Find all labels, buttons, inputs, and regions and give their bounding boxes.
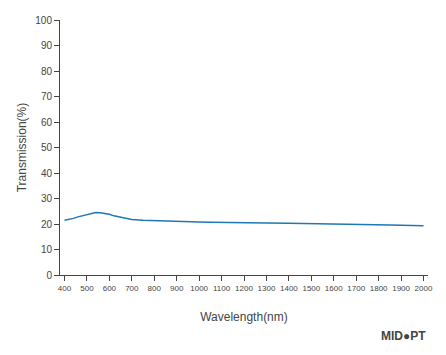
svg-text:1000: 1000 — [190, 284, 208, 293]
svg-text:90: 90 — [41, 40, 53, 51]
svg-text:80: 80 — [41, 66, 53, 77]
svg-text:30: 30 — [41, 193, 53, 204]
svg-text:900: 900 — [170, 284, 184, 293]
svg-text:1800: 1800 — [370, 284, 388, 293]
svg-text:1200: 1200 — [235, 284, 253, 293]
svg-text:Transmission(%): Transmission(%) — [15, 103, 29, 193]
svg-text:1100: 1100 — [213, 284, 231, 293]
svg-text:500: 500 — [80, 284, 94, 293]
svg-text:1900: 1900 — [392, 284, 410, 293]
svg-text:1400: 1400 — [280, 284, 298, 293]
svg-text:MID●PT: MID●PT — [381, 329, 426, 343]
svg-text:70: 70 — [41, 91, 53, 102]
svg-text:10: 10 — [41, 244, 53, 255]
svg-text:100: 100 — [35, 15, 52, 26]
svg-text:1500: 1500 — [302, 284, 320, 293]
svg-text:800: 800 — [148, 284, 162, 293]
svg-text:50: 50 — [41, 142, 53, 153]
svg-text:400: 400 — [58, 284, 72, 293]
svg-text:1300: 1300 — [258, 284, 276, 293]
svg-text:600: 600 — [103, 284, 117, 293]
svg-text:0: 0 — [46, 270, 52, 281]
svg-text:40: 40 — [41, 168, 53, 179]
svg-text:1700: 1700 — [347, 284, 365, 293]
svg-text:1600: 1600 — [325, 284, 343, 293]
svg-text:20: 20 — [41, 219, 53, 230]
svg-text:2000: 2000 — [415, 284, 433, 293]
svg-text:700: 700 — [125, 284, 139, 293]
svg-text:Wavelength(nm): Wavelength(nm) — [200, 310, 288, 324]
svg-text:60: 60 — [41, 117, 53, 128]
